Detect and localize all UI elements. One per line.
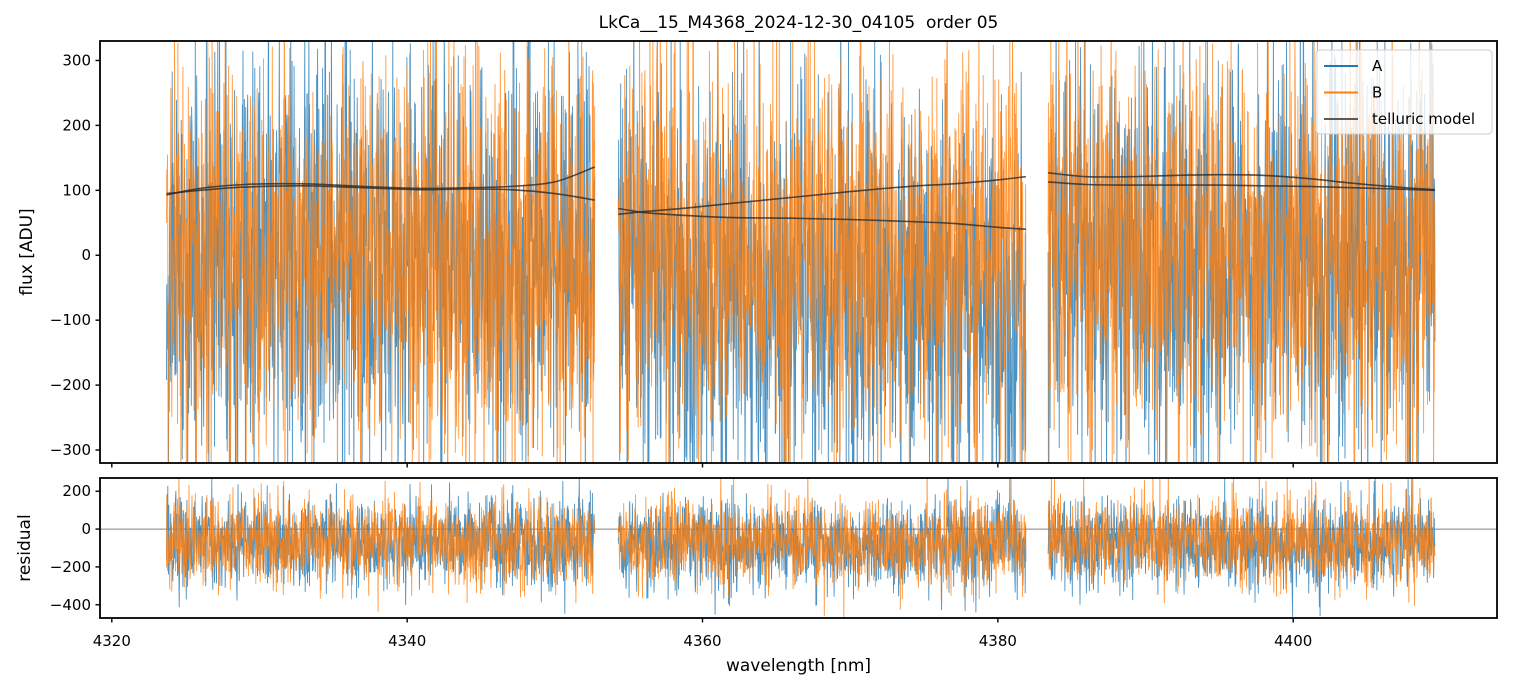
series-B-residual-segment-0: [166, 478, 596, 612]
telluric-model-curve-B-segment-2: [1048, 172, 1436, 191]
telluric-model-curve-A-segment-0: [166, 184, 595, 201]
flux-axis-label: flux [ADU]: [17, 208, 37, 296]
series-B-flux-segment-0: [166, 41, 596, 463]
telluric-model-curve-B-segment-0: [166, 166, 595, 196]
y-tick-label: 0: [81, 520, 91, 538]
y-tick-label: −200: [50, 558, 91, 576]
chart-title: LkCa__15_M4368_2024-12-30_04105 order 05: [598, 13, 999, 33]
series-B-flux-segment-1: [617, 41, 1027, 463]
legend-box: [1315, 49, 1493, 135]
series-B-flux-segment-2: [1047, 41, 1436, 463]
residual-axis-label: residual: [15, 514, 35, 582]
y-tick-label: −200: [50, 376, 91, 394]
x-tick-label: 4340: [388, 632, 426, 650]
y-tick-label: 0: [81, 246, 91, 264]
y-tick-label: 100: [62, 181, 91, 199]
telluric-model-curve-B-segment-1: [618, 175, 1026, 216]
x-tick-label: 4400: [1274, 632, 1312, 650]
telluric-model-curve-A-segment-2: [1048, 181, 1436, 192]
y-tick-label: 200: [62, 116, 91, 134]
panel-border-flux: [99, 40, 1498, 464]
x-tick-label: 4380: [979, 632, 1017, 650]
y-tick-label: −100: [50, 311, 91, 329]
x-axis-label: wavelength [nm]: [725, 656, 872, 676]
panel-border-residual: [99, 477, 1498, 619]
y-tick-label: −400: [50, 596, 91, 614]
telluric-model-curve-A-segment-1: [618, 207, 1026, 231]
x-tick-label: 4320: [93, 632, 131, 650]
y-tick-label: 300: [62, 51, 91, 69]
x-tick-label: 4360: [683, 632, 721, 650]
series-B-residual-segment-1: [617, 478, 1027, 618]
series-B-residual-segment-2: [1047, 478, 1436, 607]
y-tick-label: −300: [50, 441, 91, 459]
legend-label-A: A: [1372, 57, 1383, 75]
legend-label-B: B: [1372, 84, 1382, 102]
y-tick-label: 200: [62, 482, 91, 500]
legend-label-telluric-model: telluric model: [1372, 110, 1475, 128]
